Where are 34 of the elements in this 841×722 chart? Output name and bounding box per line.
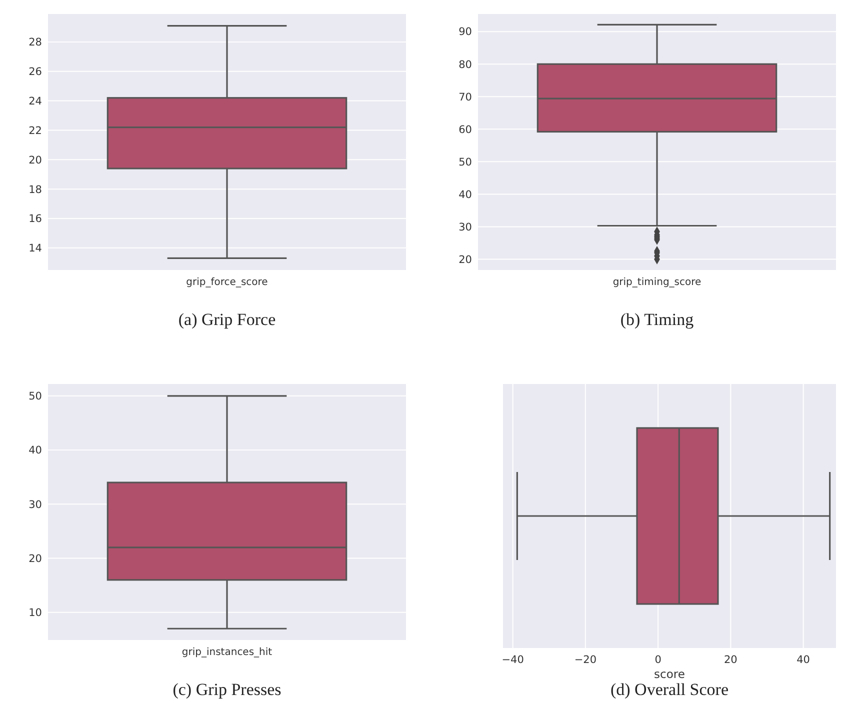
x-tick-label: 0 — [654, 654, 662, 666]
y-tick-label: 24 — [28, 95, 42, 108]
x-tick-label: −20 — [574, 654, 597, 666]
y-tick-label: 30 — [458, 221, 472, 234]
x-tick-label: grip_timing_score — [612, 277, 702, 288]
y-tick-label: 18 — [28, 184, 42, 196]
y-tick-label: 28 — [28, 36, 42, 49]
y-tick-label: 70 — [458, 91, 472, 104]
y-tick-label: 50 — [458, 156, 472, 168]
y-tick-label: 16 — [28, 213, 42, 226]
y-tick-label: 22 — [28, 124, 42, 137]
y-tick-label: 20 — [28, 552, 42, 565]
y-tick-label: 20 — [28, 154, 42, 166]
y-tick-label: 80 — [458, 58, 472, 71]
y-tick-label: 60 — [458, 124, 472, 136]
y-tick-label: 30 — [28, 498, 42, 511]
y-tick-label: 90 — [458, 26, 472, 38]
y-tick-label: 40 — [458, 188, 472, 201]
y-tick-label: 14 — [28, 242, 42, 255]
y-tick-label: 50 — [28, 390, 42, 403]
x-axis-title: score — [654, 667, 685, 681]
y-tick-label: 26 — [28, 66, 42, 78]
y-tick-label: 10 — [28, 607, 42, 620]
text: (d) Overall Score — [610, 680, 729, 699]
x-tick-label: 40 — [796, 654, 810, 666]
y-tick-label: 20 — [458, 254, 472, 266]
x-tick-label: −40 — [502, 654, 524, 666]
text: (a) Grip Force — [178, 310, 276, 329]
text: (c) Grip Presses — [172, 680, 282, 699]
x-tick-label: grip_instances_hit — [182, 647, 272, 658]
x-tick-label: grip_force_score — [186, 277, 268, 288]
x-tick-label: 20 — [724, 654, 738, 666]
text: (b) Timing — [620, 310, 694, 329]
y-tick-label: 40 — [28, 444, 42, 457]
